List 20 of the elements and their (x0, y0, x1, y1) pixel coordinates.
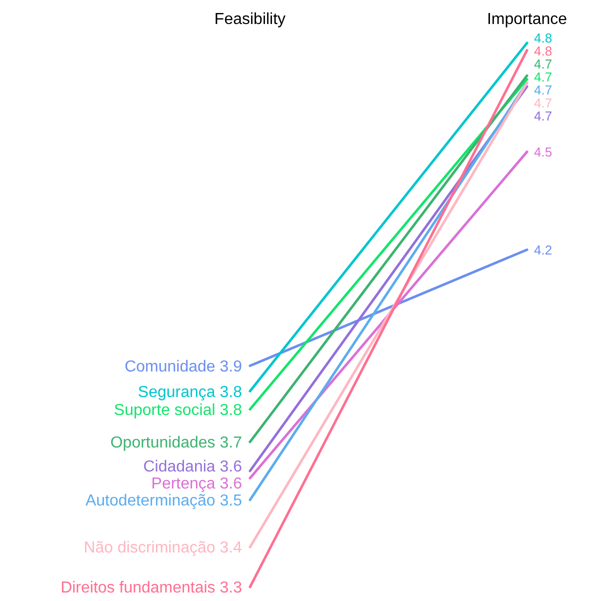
data-label: 4.7 (534, 82, 552, 98)
x-tick-label: Importance (486, 11, 568, 28)
data-label: 4.7 (534, 96, 552, 111)
data-label: 4.7 (534, 56, 552, 72)
data-label: 4.8 (534, 30, 552, 46)
text: Oportunidades 3.7 (110, 434, 242, 452)
data-label: 4.5 (534, 144, 552, 160)
text: Comunidade 3.9 (124, 358, 242, 376)
text: Cidadania 3.6 (143, 458, 242, 476)
data-label: 4.7 (534, 108, 552, 124)
text: Não discriminação 3.4 (84, 540, 242, 557)
text: Suporte social 3.8 (114, 402, 242, 419)
text: Direitos fundamentais 3.3 (60, 580, 242, 597)
text: Pertença 3.6 (151, 476, 242, 493)
text: Segurança 3.8 (138, 384, 242, 401)
text: Autodeterminação 3.5 (85, 492, 242, 510)
x-tick-label: Feasibility (214, 11, 286, 28)
data-label: 4.2 (534, 242, 552, 258)
data-label: 4.8 (534, 44, 552, 59)
data-label: 4.7 (534, 70, 552, 85)
